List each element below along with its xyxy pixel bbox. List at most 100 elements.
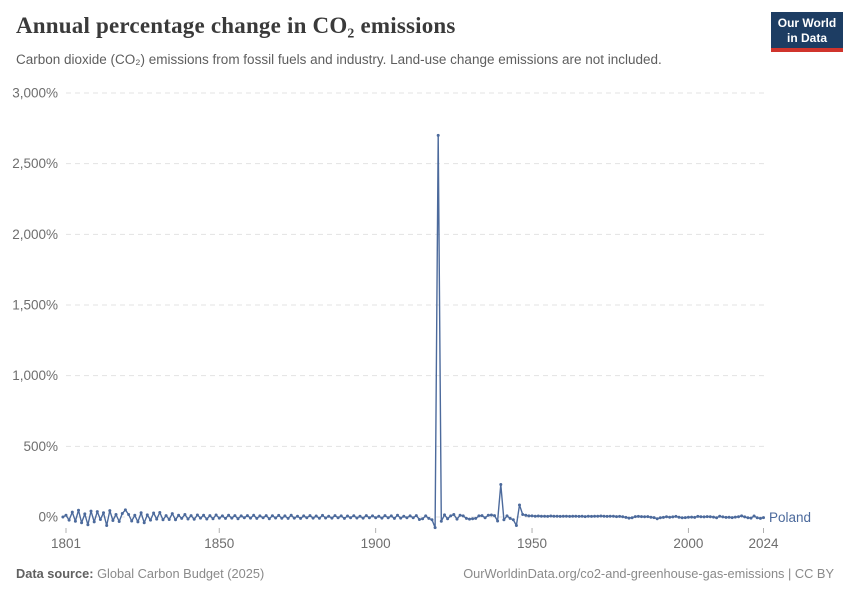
data-point: [727, 515, 731, 519]
data-point: [758, 516, 762, 520]
data-source-value: Global Carbon Budget (2025): [97, 566, 265, 581]
data-point: [117, 520, 121, 523]
data-point: [615, 515, 618, 519]
data-point: [70, 510, 74, 514]
data-point: [624, 515, 628, 519]
data-point: [342, 516, 346, 520]
data-point: [461, 514, 465, 518]
data-point: [80, 521, 84, 525]
owid-citation-link[interactable]: OurWorldinData.org/co2-and-greenhouse-ga…: [463, 566, 834, 581]
owid-logo[interactable]: Our World in Data: [771, 12, 843, 52]
data-point: [743, 515, 747, 519]
data-point: [643, 515, 647, 519]
data-point: [746, 516, 750, 520]
data-point: [299, 516, 303, 520]
data-point: [170, 512, 174, 516]
y-axis-tick-label: 3,000%: [12, 86, 58, 101]
data-point: [580, 514, 584, 518]
data-point: [618, 514, 622, 518]
data-point: [355, 516, 359, 520]
series-label-poland[interactable]: Poland: [769, 510, 811, 525]
data-point: [317, 516, 321, 520]
data-point: [158, 511, 162, 514]
data-point: [98, 518, 102, 521]
data-point: [571, 514, 575, 518]
data-point: [421, 517, 425, 521]
data-point: [123, 508, 127, 512]
x-axis-tick-label: 1801: [51, 536, 81, 551]
data-point: [239, 514, 243, 518]
data-point: [665, 515, 668, 519]
data-point: [167, 518, 171, 521]
data-point: [308, 514, 312, 518]
data-point: [152, 511, 156, 515]
data-point: [546, 514, 550, 518]
data-point: [677, 515, 681, 519]
data-point: [737, 515, 740, 519]
data-point: [114, 513, 118, 516]
data-point: [142, 521, 146, 525]
data-point: [286, 516, 290, 520]
data-point: [339, 514, 343, 518]
data-point: [568, 514, 572, 518]
data-point: [108, 509, 112, 513]
data-point: [424, 514, 428, 518]
data-line-poland[interactable]: [62, 134, 765, 529]
data-point: [364, 514, 368, 518]
data-point: [349, 516, 353, 520]
data-point: [752, 514, 756, 518]
data-point: [477, 514, 481, 518]
data-point: [483, 516, 487, 520]
data-point: [417, 518, 421, 521]
data-point: [718, 514, 722, 518]
owid-logo-line2: in Data: [786, 30, 827, 45]
data-point: [189, 514, 193, 518]
data-point: [593, 514, 597, 518]
data-point: [95, 510, 99, 514]
data-point: [324, 516, 328, 520]
data-point: [192, 517, 196, 521]
y-axis-tick-label: 1,000%: [12, 368, 58, 383]
data-point: [686, 515, 690, 519]
data-point: [149, 518, 152, 522]
data-point: [174, 518, 177, 522]
data-point: [186, 517, 190, 521]
data-point: [321, 513, 324, 517]
data-point: [636, 514, 640, 518]
data-point: [383, 514, 387, 518]
data-point: [389, 514, 393, 518]
x-axis-tick-label: 1950: [517, 536, 547, 551]
data-point: [640, 515, 643, 519]
data-point: [255, 516, 259, 520]
data-point: [505, 514, 509, 518]
data-point: [270, 514, 274, 518]
data-point: [195, 513, 199, 517]
data-point: [102, 511, 105, 515]
data-point: [414, 514, 418, 518]
data-point: [586, 514, 590, 518]
data-point: [145, 513, 149, 517]
data-point: [699, 515, 703, 519]
data-point: [402, 514, 406, 518]
data-point: [740, 514, 744, 518]
data-point: [136, 520, 140, 524]
data-point: [105, 524, 109, 527]
data-point: [283, 514, 287, 518]
data-point: [543, 514, 547, 518]
data-point: [489, 513, 493, 517]
data-point: [202, 513, 206, 517]
data-point: [261, 516, 265, 520]
data-point: [608, 514, 612, 518]
data-point: [336, 516, 340, 520]
data-point: [702, 515, 706, 519]
data-point: [655, 517, 659, 521]
data-point: [464, 516, 468, 520]
data-point: [533, 514, 537, 518]
data-point: [73, 519, 77, 523]
data-point: [83, 512, 87, 516]
data-point: [471, 517, 475, 521]
data-point: [480, 514, 484, 518]
data-point: [668, 515, 672, 519]
data-point: [558, 514, 562, 518]
